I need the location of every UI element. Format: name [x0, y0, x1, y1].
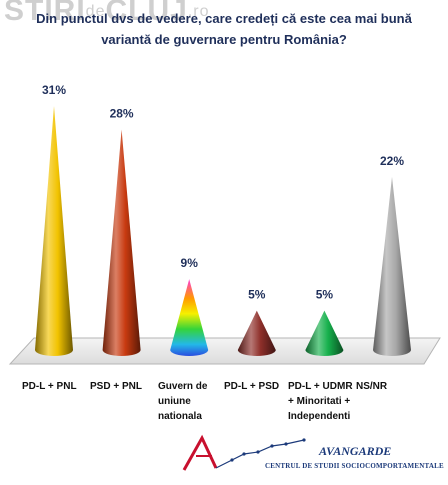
- cone-bar-5: [305, 310, 344, 356]
- avangarde-logo: AVANGARDE CENTRUL DE STUDII SOCIOCOMPORT…: [182, 430, 448, 480]
- category-label-5: PD-L + UDMR + Minoritati + Independenti: [288, 381, 353, 422]
- value-label-4: 5%: [248, 288, 266, 302]
- value-label-5: 5%: [316, 288, 334, 302]
- cone-bar-3: [170, 279, 209, 356]
- watermark: STIRIdeCLUJ.ro: [4, 0, 210, 27]
- cone-bar-4: [237, 310, 276, 356]
- category-label-3: Guvern de uniune nationala: [158, 381, 208, 422]
- logo-name: AVANGARDE: [319, 444, 392, 458]
- cone-bar-2: [102, 129, 141, 356]
- value-label-3: 9%: [181, 256, 199, 270]
- logo-subtitle: CENTRUL DE STUDII SOCIOCOMPORTAMENTALE: [265, 462, 444, 470]
- chart-title-line-2: variantă de guvernare pentru România?: [101, 32, 347, 47]
- cone-bar-6: [373, 176, 411, 356]
- category-label-4: PD-L + PSD: [224, 381, 280, 392]
- value-label-6: 22%: [380, 154, 404, 168]
- category-label-1: PD-L + PNL: [22, 381, 77, 392]
- value-label-2: 28%: [110, 107, 134, 121]
- cone-bar-1: [35, 106, 73, 356]
- chart-title: Din punctul dvs de vedere, care credeți …: [20, 8, 428, 50]
- category-label-2: PSD + PNL: [90, 381, 142, 392]
- chart-title-line-1: Din punctul dvs de vedere, care credeți …: [36, 11, 412, 26]
- category-label-6: NS/NR: [356, 381, 388, 392]
- value-label-1: 31%: [42, 83, 66, 97]
- logo-mark-icon: [182, 434, 306, 471]
